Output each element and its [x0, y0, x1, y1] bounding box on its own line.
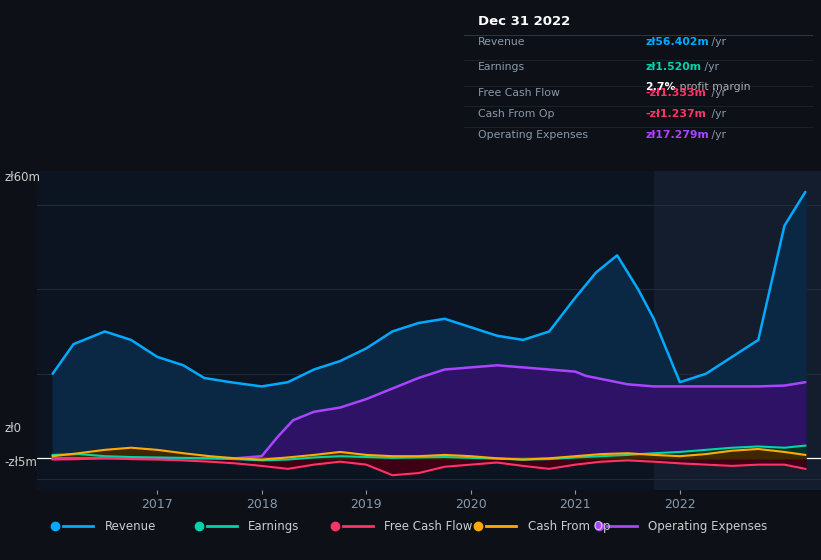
Text: Revenue: Revenue — [104, 520, 156, 533]
Text: /yr: /yr — [708, 37, 726, 47]
Text: Earnings: Earnings — [248, 520, 300, 533]
Text: /yr: /yr — [708, 129, 726, 139]
Text: zł56.402m: zł56.402m — [645, 37, 709, 47]
Text: zł60m: zł60m — [4, 171, 40, 184]
Text: /yr: /yr — [701, 62, 719, 72]
Text: zł1.520m: zł1.520m — [645, 62, 701, 72]
Text: 2.7%: 2.7% — [645, 82, 676, 92]
Text: Cash From Op: Cash From Op — [528, 520, 610, 533]
Text: Free Cash Flow: Free Cash Flow — [384, 520, 472, 533]
Text: /yr: /yr — [708, 88, 726, 98]
Text: profit margin: profit margin — [676, 82, 750, 92]
Text: Operating Expenses: Operating Expenses — [478, 129, 588, 139]
Text: Revenue: Revenue — [478, 37, 525, 47]
Bar — [654, 171, 821, 490]
Text: Free Cash Flow: Free Cash Flow — [478, 88, 560, 98]
Text: /yr: /yr — [708, 109, 726, 119]
Text: Operating Expenses: Operating Expenses — [649, 520, 768, 533]
Text: Cash From Op: Cash From Op — [478, 109, 554, 119]
Text: -zł1.333m: -zł1.333m — [645, 88, 706, 98]
Text: zł0: zł0 — [4, 422, 21, 435]
Text: Dec 31 2022: Dec 31 2022 — [478, 15, 570, 28]
Text: -zł1.237m: -zł1.237m — [645, 109, 706, 119]
Text: zł17.279m: zł17.279m — [645, 129, 709, 139]
Text: Earnings: Earnings — [478, 62, 525, 72]
Text: -zł5m: -zł5m — [4, 455, 37, 469]
